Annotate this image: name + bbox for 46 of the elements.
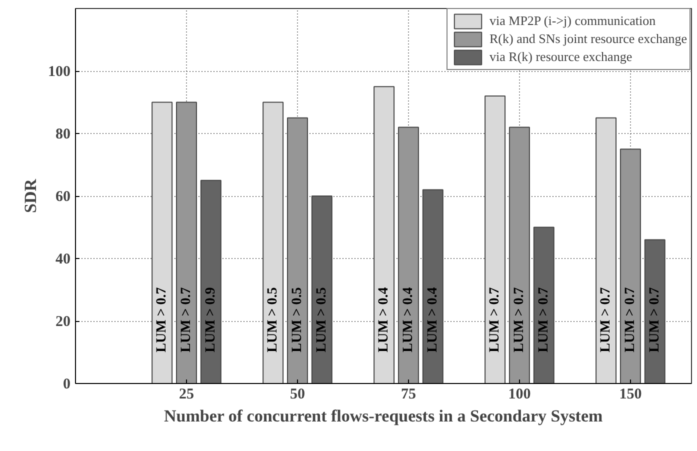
annotation: LUM > 0.5 (266, 287, 281, 352)
bar (374, 86, 395, 384)
x-tick-label: 50 (290, 386, 305, 402)
bar (644, 239, 666, 384)
y-axis-title: SDR (21, 178, 40, 214)
x-tick-label: 75 (400, 386, 416, 402)
y-tick-label: 20 (56, 314, 70, 330)
bar (398, 126, 419, 384)
legend-label: R(k) and SNs joint resource exchange (490, 30, 687, 48)
y-tick-label: 80 (56, 126, 70, 142)
x-tick-label: 150 (619, 386, 642, 402)
bar (311, 196, 332, 384)
annotation: LUM > 0.4 (376, 287, 392, 352)
annotation: LUM > 0.7 (154, 287, 170, 352)
y-tick-label: 100 (48, 64, 70, 80)
x-axis-title: Number of concurrent flows-requests in a Secondary System (164, 406, 603, 426)
y-tick-label: 40 (56, 252, 70, 268)
bar (200, 180, 222, 384)
bar (152, 102, 173, 384)
annotation: LUM > 0.7 (178, 287, 194, 352)
annotation: LUM > 0.7 (622, 287, 638, 352)
bar (176, 102, 197, 384)
bar (286, 117, 308, 384)
annotation: LUM > 0.4 (425, 287, 440, 352)
x-tick-label: 25 (178, 386, 194, 402)
annotation: LUM > 0.7 (598, 287, 614, 352)
bar (620, 148, 641, 384)
bar (596, 117, 617, 384)
annotation: LUM > 0.4 (400, 287, 416, 352)
annotation: LUM > 0.5 (314, 287, 330, 352)
annotation: LUM > 0.9 (203, 287, 218, 352)
bar (533, 226, 554, 384)
bar (484, 96, 506, 384)
annotation: LUM > 0.7 (488, 287, 503, 352)
legend-label: via MP2P (i->j) communication (490, 12, 656, 30)
x-tick-label: 100 (508, 386, 531, 402)
y-tick-label: 60 (56, 189, 70, 205)
bar (262, 102, 284, 384)
bar (508, 126, 530, 384)
annotation: LUM > 0.5 (290, 287, 305, 352)
legend-label: via R(k) resource exchange (490, 48, 632, 66)
annotation: LUM > 0.7 (647, 287, 662, 352)
bar (422, 189, 444, 384)
y-tick-label: 0 (63, 376, 70, 392)
annotation: LUM > 0.7 (512, 287, 527, 352)
annotation: LUM > 0.7 (536, 287, 552, 352)
